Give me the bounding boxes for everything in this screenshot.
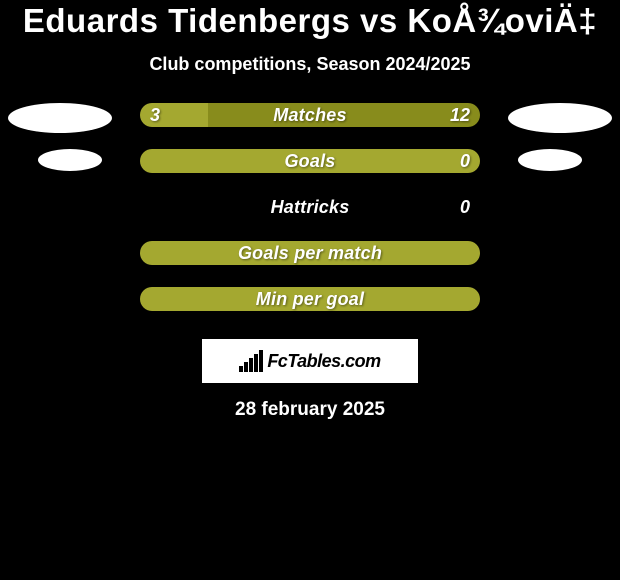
stat-row: 312Matches	[0, 103, 620, 149]
bar-label: Goals	[0, 149, 620, 173]
barchart-icon	[239, 350, 263, 372]
date-label: 28 february 2025	[0, 399, 620, 421]
bar-label: Hattricks	[0, 195, 620, 219]
bar-label: Matches	[0, 103, 620, 127]
logo-text: FcTables.com	[267, 351, 380, 372]
bar-label: Goals per match	[0, 241, 620, 265]
stat-row: 0Hattricks	[0, 195, 620, 241]
stat-row: 0Goals	[0, 149, 620, 195]
page-subtitle: Club competitions, Season 2024/2025	[0, 54, 620, 75]
page-root: Eduards Tidenbergs vs KoÅ¾oviÄ‡ Club com…	[0, 0, 620, 580]
logo-strip: FcTables.com	[202, 339, 418, 383]
page-title: Eduards Tidenbergs vs KoÅ¾oviÄ‡	[0, 0, 620, 40]
stat-row: Min per goal	[0, 287, 620, 333]
logo: FcTables.com	[239, 350, 380, 372]
stat-row: Goals per match	[0, 241, 620, 287]
stats-rows: 312Matches0Goals0HattricksGoals per matc…	[0, 103, 620, 333]
bar-label: Min per goal	[0, 287, 620, 311]
